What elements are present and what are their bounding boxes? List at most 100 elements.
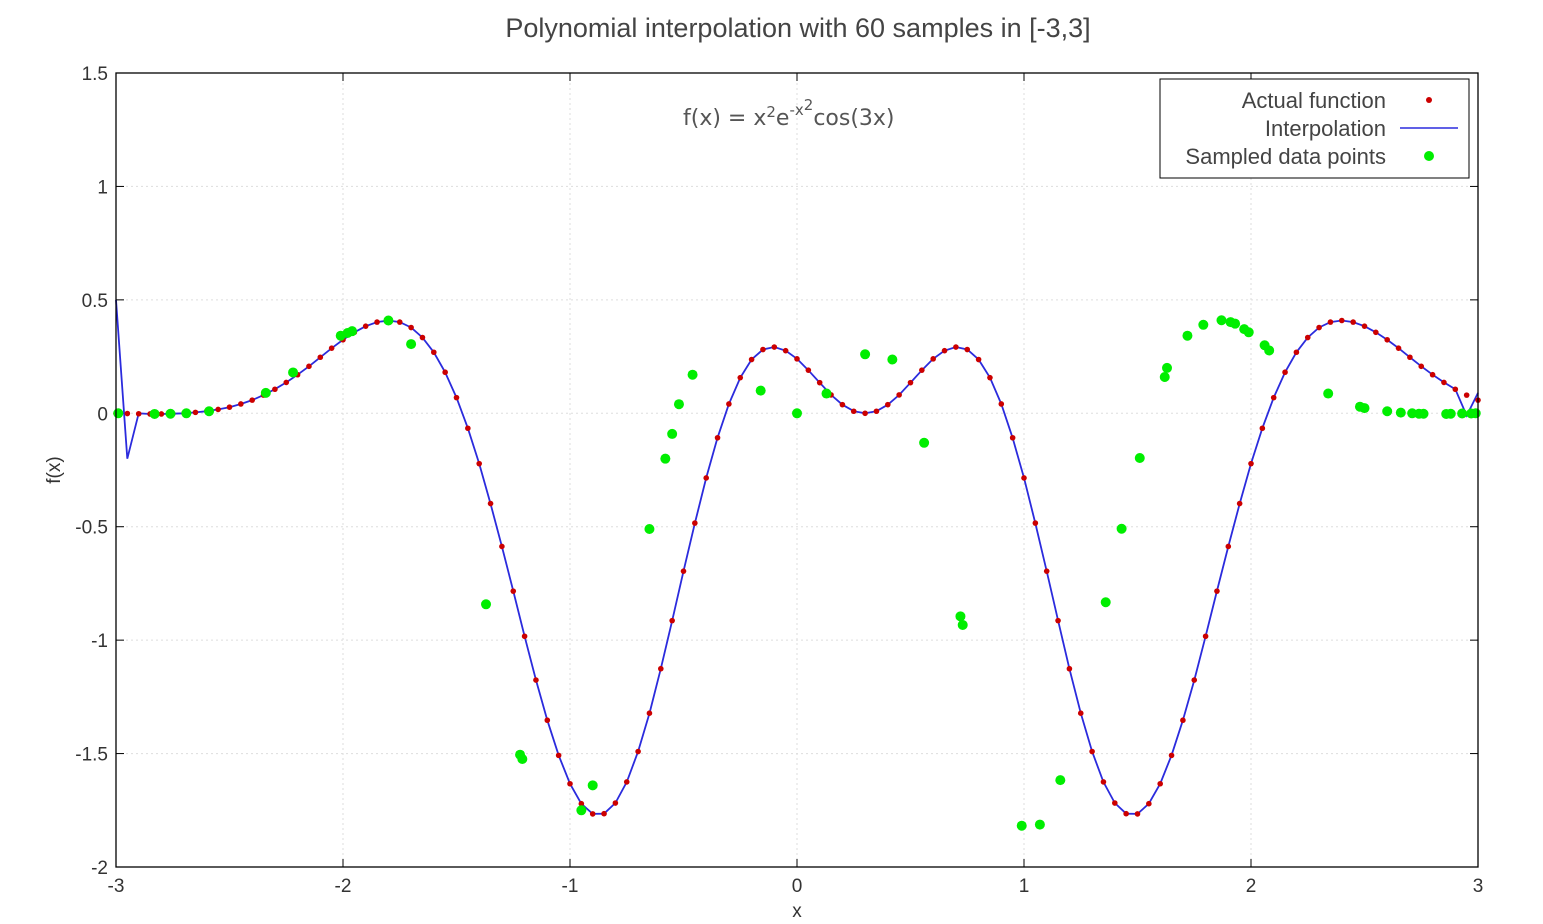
actual-function-point bbox=[726, 401, 732, 407]
actual-function-point bbox=[839, 401, 846, 408]
sampled-data-point bbox=[687, 369, 698, 380]
actual-function-point bbox=[816, 379, 823, 386]
y-tick-label: 1.5 bbox=[82, 64, 108, 85]
interpolation-line bbox=[115, 299, 1479, 815]
sampled-data-point bbox=[821, 388, 832, 399]
actual-function-point bbox=[601, 810, 607, 817]
sampled-data-point bbox=[957, 619, 968, 630]
formula-tail: cos(3x) bbox=[813, 106, 894, 131]
sampled-data-point bbox=[204, 406, 215, 417]
y-tick-label: 1 bbox=[97, 177, 108, 198]
sampled-data-point bbox=[1016, 820, 1027, 831]
actual-function-point bbox=[1191, 677, 1198, 683]
sampled-data-point bbox=[919, 437, 930, 448]
actual-function-point bbox=[135, 410, 142, 417]
actual-function-point bbox=[1112, 800, 1118, 806]
x-tick-label: 0 bbox=[792, 876, 803, 897]
y-tick-label: 0 bbox=[97, 404, 108, 425]
formula-sup-2: -x bbox=[789, 101, 803, 119]
sampled-data-point bbox=[1198, 319, 1209, 330]
actual-function-point bbox=[1452, 386, 1459, 393]
sampled-data-point bbox=[955, 611, 966, 622]
x-tick-label: 3 bbox=[1473, 876, 1484, 897]
actual-function-point bbox=[1032, 520, 1039, 526]
actual-function-point bbox=[1180, 717, 1186, 724]
actual-function-point bbox=[1077, 710, 1084, 716]
sampled-data-point bbox=[288, 367, 299, 378]
actual-function-point bbox=[442, 369, 448, 376]
sampled-data-point bbox=[260, 387, 271, 398]
actual-function-point bbox=[1373, 329, 1379, 336]
actual-function-point bbox=[1157, 780, 1163, 787]
y-tick-label: -2 bbox=[91, 858, 108, 879]
formula-annotation: f(x) = x2e-x2cos(3x) bbox=[683, 96, 895, 131]
actual-function-point bbox=[317, 354, 324, 361]
actual-function-point bbox=[544, 717, 551, 724]
sampled-data-point bbox=[383, 315, 394, 326]
sampled-data-point bbox=[667, 428, 678, 439]
actual-function-point bbox=[1134, 811, 1141, 817]
sampled-data-point bbox=[1382, 406, 1393, 417]
actual-function-point bbox=[453, 394, 460, 401]
sampled-data-point bbox=[165, 408, 176, 419]
actual-function-point bbox=[283, 379, 290, 386]
actual-function-point bbox=[1009, 434, 1016, 441]
x-tick-label: -3 bbox=[108, 876, 125, 897]
chart-title: Polynomial interpolation with 60 samples… bbox=[505, 13, 1090, 43]
actual-function-point bbox=[1214, 588, 1220, 594]
actual-function-point bbox=[1259, 425, 1266, 432]
sampled-data-point bbox=[660, 453, 671, 464]
sampled-data-point bbox=[347, 326, 358, 337]
actual-function-point bbox=[158, 411, 165, 417]
actual-function-point bbox=[249, 397, 255, 403]
actual-function-point bbox=[1293, 349, 1300, 356]
actual-function-point bbox=[907, 379, 914, 386]
actual-function-point bbox=[862, 410, 868, 417]
sampled-data-point bbox=[644, 523, 655, 534]
actual-function-point bbox=[567, 780, 573, 787]
actual-function-point bbox=[1339, 317, 1345, 324]
actual-function-point bbox=[885, 401, 891, 408]
actual-function-point bbox=[987, 374, 993, 381]
y-tick-label: 0.5 bbox=[82, 291, 108, 312]
sampled-data-point bbox=[1359, 403, 1370, 414]
actual-function-point bbox=[1361, 323, 1368, 329]
actual-function-point bbox=[408, 324, 414, 331]
actual-function-point bbox=[1327, 319, 1334, 325]
sampled-data-point bbox=[1264, 345, 1275, 356]
actual-function-point bbox=[272, 386, 278, 393]
x-tick-label: 1 bbox=[1019, 876, 1030, 897]
sampled-data-point bbox=[181, 408, 192, 419]
actual-function-point bbox=[124, 410, 131, 417]
sampled-data-point bbox=[1445, 408, 1456, 419]
sampled-data-point bbox=[1034, 819, 1045, 830]
sampled-data-point bbox=[887, 354, 898, 365]
actual-function-point bbox=[1463, 392, 1470, 398]
actual-function-point bbox=[374, 319, 380, 325]
actual-function-point bbox=[703, 475, 709, 481]
sampled-data-point bbox=[1457, 408, 1468, 419]
sampled-data-point bbox=[481, 599, 492, 610]
actual-function-point bbox=[646, 710, 653, 716]
sampled-data-point bbox=[1116, 523, 1127, 534]
y-axis-label: f(x) bbox=[44, 456, 65, 483]
actual-function-point bbox=[555, 752, 562, 759]
legend-marker-samples bbox=[1424, 151, 1434, 161]
axis-tick-labels: -3 -2 -1 0 1 2 3-2-1.5-1-0.500.511.5 bbox=[75, 64, 1483, 897]
actual-function-point bbox=[930, 356, 936, 362]
actual-function-point bbox=[1395, 345, 1402, 351]
actual-function-point bbox=[396, 319, 403, 325]
actual-function-point bbox=[328, 345, 335, 351]
actual-function-point bbox=[589, 811, 596, 817]
actual-function-point bbox=[941, 347, 948, 354]
x-tick-label: -1 bbox=[562, 876, 579, 897]
sampled-data-point bbox=[517, 754, 528, 765]
legend-marker-actual bbox=[1426, 97, 1432, 103]
legend-label-interpolation: Interpolation bbox=[1265, 116, 1386, 141]
actual-function-point bbox=[1429, 371, 1436, 378]
sampled-data-point bbox=[1395, 407, 1406, 418]
legend-label-samples: Sampled data points bbox=[1185, 144, 1386, 169]
actual-function-point bbox=[578, 800, 585, 807]
sampled-data-point bbox=[1100, 597, 1111, 608]
